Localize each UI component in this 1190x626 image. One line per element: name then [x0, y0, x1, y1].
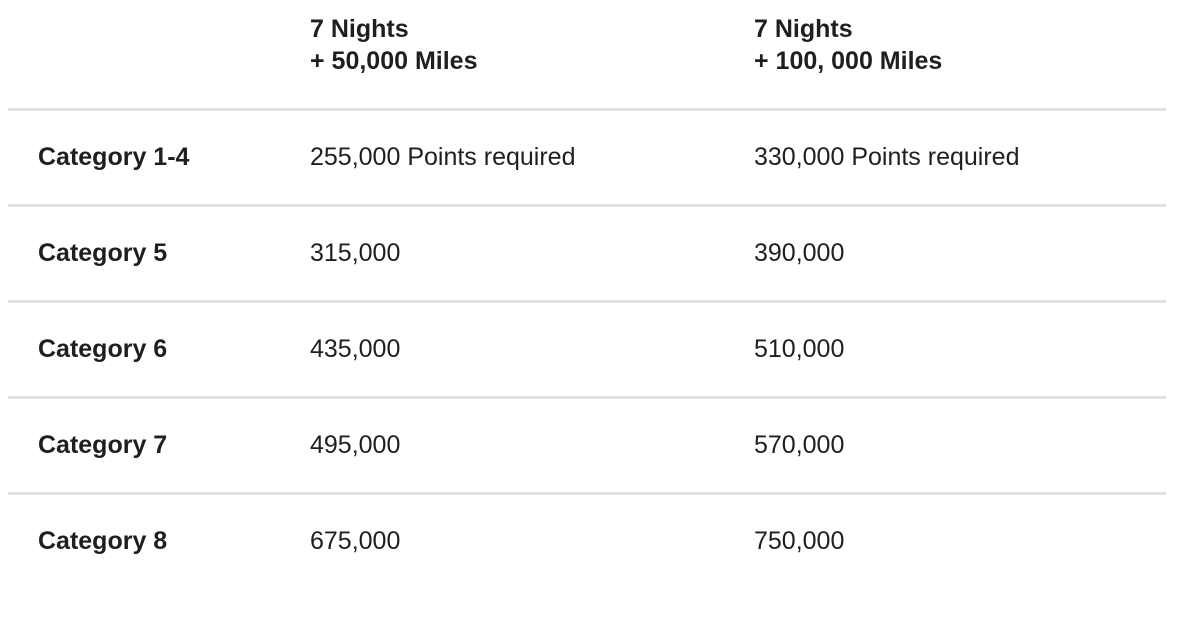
row-label: Category 1-4 [38, 143, 190, 171]
column-header: 7 Nights [754, 15, 853, 43]
cell: 570,000 [754, 431, 845, 459]
cell: 675,000 [310, 527, 401, 555]
cell: 255,000 Points required [310, 143, 576, 171]
row-divider [8, 395, 1166, 399]
cell: 510,000 [754, 335, 845, 363]
row-label: Category 6 [38, 335, 168, 363]
row-label: Category 8 [38, 527, 168, 555]
column-header: + 50,000 Miles [310, 47, 478, 75]
cell: 330,000 Points required [754, 143, 1020, 171]
row-divider [8, 107, 1166, 111]
row-label: Category 5 [38, 239, 168, 267]
cell: 750,000 [754, 527, 845, 555]
column-header: + 100, 000 Miles [754, 47, 943, 75]
cell: 495,000 [310, 431, 401, 459]
cell: 315,000 [310, 239, 401, 267]
column-header: 7 Nights [310, 15, 409, 43]
row-divider [8, 491, 1166, 495]
row-label: Category 7 [38, 431, 168, 459]
cell: 390,000 [754, 239, 845, 267]
cell: 435,000 [310, 335, 401, 363]
row-divider [8, 203, 1166, 207]
row-divider [8, 299, 1166, 303]
